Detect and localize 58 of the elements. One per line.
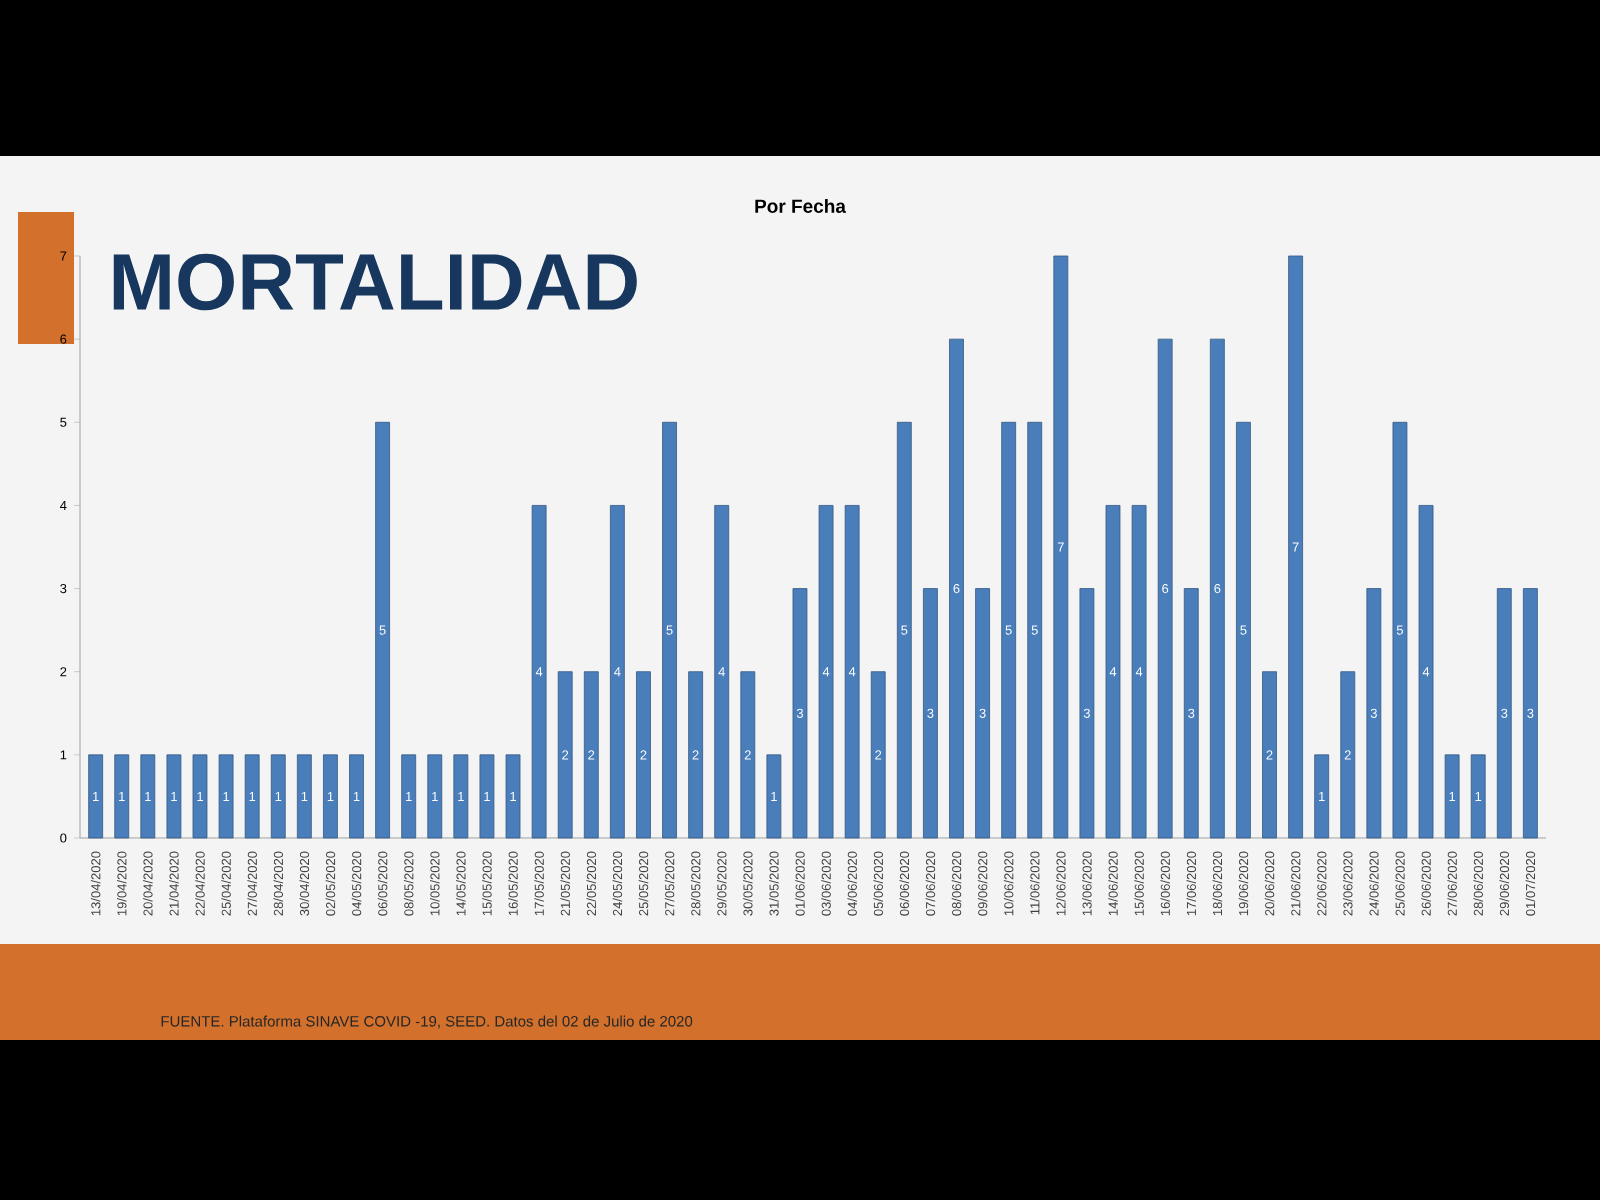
- bar: [636, 671, 651, 839]
- bar: [270, 754, 286, 839]
- bar: [114, 754, 130, 839]
- bar: [401, 754, 417, 839]
- bar: [1236, 421, 1251, 839]
- bar: [1262, 671, 1277, 839]
- chart-title: MORTALIDAD: [113, 253, 637, 311]
- bar: [1366, 588, 1382, 839]
- bar: [1209, 338, 1225, 839]
- bar: [88, 754, 104, 839]
- bar: [244, 754, 260, 839]
- bar: [1496, 588, 1512, 839]
- bar: [218, 754, 234, 839]
- bar: [192, 754, 208, 839]
- bar: [1053, 255, 1069, 839]
- bar: [505, 754, 521, 839]
- bar: [1157, 338, 1173, 839]
- bar: [1131, 505, 1147, 839]
- bar: [531, 505, 547, 839]
- bar: [1079, 588, 1095, 839]
- bar: [1288, 255, 1303, 839]
- bar: [792, 588, 808, 839]
- bar: [557, 671, 573, 839]
- bar: [375, 421, 390, 839]
- bar: [349, 754, 364, 839]
- bar: [949, 338, 964, 839]
- chart-subtitle: Por Fecha: [755, 199, 847, 213]
- bar: [766, 754, 782, 839]
- bar: [975, 588, 990, 839]
- bar: [1183, 588, 1199, 839]
- bar: [166, 754, 182, 839]
- bar: [688, 671, 704, 839]
- bar: [844, 505, 860, 839]
- bar: [896, 421, 912, 839]
- bar: [1340, 671, 1356, 839]
- bar: [662, 421, 677, 839]
- bar: [1027, 421, 1043, 839]
- bar: [1392, 421, 1408, 839]
- bar: [296, 754, 312, 839]
- bar: [1470, 754, 1486, 839]
- bar: [1522, 588, 1538, 839]
- bar: [140, 754, 156, 839]
- bar: [923, 588, 938, 839]
- bar: [1314, 754, 1330, 839]
- bar: [740, 671, 756, 839]
- bar: [1418, 505, 1434, 839]
- bar: [1105, 505, 1121, 839]
- bar: [609, 505, 625, 839]
- bar: [453, 754, 469, 839]
- bar: [714, 505, 730, 839]
- bar: [818, 505, 834, 839]
- bar: [583, 671, 599, 839]
- bar: [1444, 754, 1460, 839]
- bar: [323, 754, 338, 839]
- bar: [427, 754, 443, 839]
- bar: [1001, 421, 1017, 839]
- bar: [479, 754, 495, 839]
- bar: [870, 671, 886, 839]
